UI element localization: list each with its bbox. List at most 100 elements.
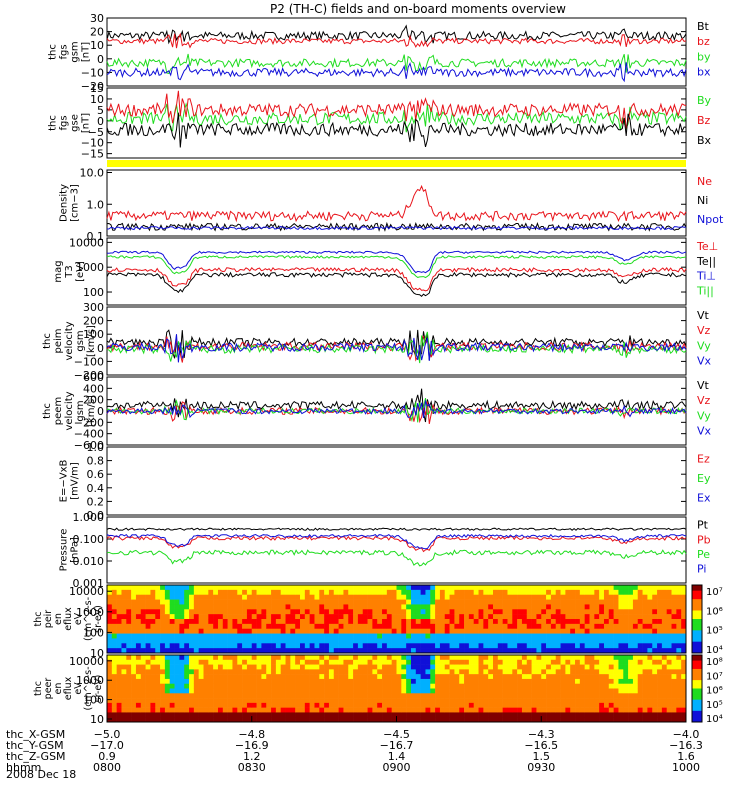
spectrogram-cell bbox=[526, 643, 532, 649]
spectrogram-cell bbox=[517, 678, 523, 685]
spectrogram-cell bbox=[526, 638, 532, 644]
spectrogram-cell bbox=[362, 698, 368, 704]
spectrogram-cell bbox=[160, 609, 166, 615]
y-axis-label-line: T3 bbox=[64, 265, 75, 278]
spectrogram-cell bbox=[135, 664, 142, 670]
spectrogram-cell bbox=[198, 655, 204, 661]
spectrogram-cell bbox=[261, 619, 267, 625]
spectrogram-cell bbox=[160, 638, 166, 644]
spectrogram-cell bbox=[661, 589, 668, 596]
spectrogram-cell bbox=[642, 614, 648, 620]
spectrogram-cell bbox=[459, 643, 465, 649]
spectrogram-cell bbox=[314, 693, 320, 699]
spectrogram-cell bbox=[584, 659, 590, 665]
spectrogram-cell bbox=[111, 638, 117, 644]
spectrogram-cell bbox=[444, 638, 450, 644]
spectrogram-cell bbox=[594, 688, 600, 694]
spectrogram-cell bbox=[459, 669, 465, 675]
spectrogram-cell bbox=[589, 619, 595, 625]
spectrogram-cell bbox=[526, 683, 532, 689]
spectrogram-cell bbox=[657, 717, 663, 723]
spectrogram-cell bbox=[493, 604, 499, 610]
spectrogram-cell bbox=[681, 609, 687, 615]
spectrogram-cell bbox=[546, 614, 552, 620]
legend-Ti⊥: Ti⊥ bbox=[696, 270, 716, 283]
spectrogram-cell bbox=[628, 688, 634, 694]
spectrogram-cell bbox=[661, 712, 668, 718]
spectrogram-cell bbox=[550, 585, 557, 591]
figure-title: P2 (TH-C) fields and on-board moments ov… bbox=[270, 2, 566, 16]
spectrogram-cell bbox=[473, 623, 479, 630]
spectrogram-cell bbox=[314, 585, 320, 591]
spectrogram-cell bbox=[454, 599, 460, 605]
spectrogram-cell bbox=[420, 585, 426, 591]
spectrogram-cell bbox=[304, 589, 310, 596]
spectrogram-cell bbox=[618, 655, 624, 661]
spectrogram-cell bbox=[391, 609, 397, 615]
spectrogram-cell bbox=[184, 698, 190, 704]
spectrogram-cell bbox=[295, 712, 301, 718]
spectrogram-cell bbox=[251, 604, 257, 610]
spectrogram-cell bbox=[140, 604, 146, 610]
spectrogram-cell bbox=[246, 669, 253, 675]
spectrogram-cell bbox=[618, 623, 624, 630]
spectrogram-cell bbox=[309, 604, 315, 610]
spectrogram-cell bbox=[266, 604, 272, 610]
spectrogram-cell bbox=[420, 589, 426, 596]
spectrogram-cell bbox=[579, 664, 585, 670]
spectrogram-cell bbox=[676, 628, 682, 634]
spectrogram-cell bbox=[382, 599, 388, 605]
spectrogram-cell bbox=[439, 614, 446, 620]
spectrogram-cell bbox=[444, 648, 450, 654]
spectrogram-cell bbox=[526, 594, 532, 600]
spectrogram-cell bbox=[454, 623, 460, 630]
spectrogram-cell bbox=[285, 688, 291, 694]
spectrogram-cell bbox=[541, 604, 547, 610]
spectrogram-cell bbox=[160, 594, 166, 600]
spectrogram-cell bbox=[642, 643, 648, 649]
spectrogram-cell bbox=[468, 633, 475, 639]
spectrogram-cell bbox=[536, 678, 542, 685]
spectrogram-cell bbox=[135, 659, 142, 665]
spectrogram-cell bbox=[300, 589, 306, 596]
spectrogram-cell bbox=[107, 633, 113, 639]
spectrogram-cell bbox=[319, 648, 325, 654]
spectrogram-cell bbox=[135, 628, 142, 634]
spectrogram-cell bbox=[642, 633, 648, 639]
spectrogram-cell bbox=[237, 623, 243, 630]
spectrogram-cell bbox=[502, 688, 508, 694]
spectrogram-cell bbox=[483, 633, 489, 639]
spectrogram-cell bbox=[290, 594, 296, 600]
spectrogram-cell bbox=[126, 643, 132, 649]
spectrogram-cell bbox=[333, 633, 339, 639]
spectrogram-cell bbox=[343, 669, 349, 675]
spectrogram-cell bbox=[681, 707, 687, 713]
spectrogram-cell bbox=[391, 707, 397, 713]
spectrogram-cell bbox=[642, 628, 648, 634]
spectrogram-cell bbox=[367, 674, 373, 680]
spectrogram-cell bbox=[126, 707, 132, 713]
spectrogram-cell bbox=[324, 674, 330, 680]
spectrogram-cell bbox=[603, 664, 610, 670]
spectrogram-cell bbox=[439, 698, 446, 704]
spectrogram-cell bbox=[497, 669, 503, 675]
spectrogram-cell bbox=[353, 707, 359, 713]
spectrogram-cell bbox=[531, 707, 537, 713]
y-tick-label: 10 bbox=[90, 39, 104, 52]
spectrogram-cell bbox=[478, 717, 484, 723]
spectrogram-cell bbox=[526, 648, 532, 654]
spectrogram-cell bbox=[266, 702, 272, 708]
spectrogram-cell bbox=[280, 717, 286, 723]
spectrogram-cell bbox=[507, 664, 513, 670]
spectrogram-cell bbox=[642, 712, 648, 718]
spectrogram-cell bbox=[444, 655, 450, 661]
spectrogram-cell bbox=[546, 664, 552, 670]
spectrogram-cell bbox=[406, 659, 412, 665]
y-tick-label: −15 bbox=[81, 148, 104, 161]
spectrogram-cell bbox=[512, 683, 518, 689]
spectrogram-cell bbox=[280, 638, 286, 644]
spectrogram-cell bbox=[464, 669, 470, 675]
spectrogram-cell bbox=[300, 702, 306, 708]
spectrogram-cell bbox=[362, 678, 368, 685]
spectrogram-cell bbox=[473, 604, 479, 610]
